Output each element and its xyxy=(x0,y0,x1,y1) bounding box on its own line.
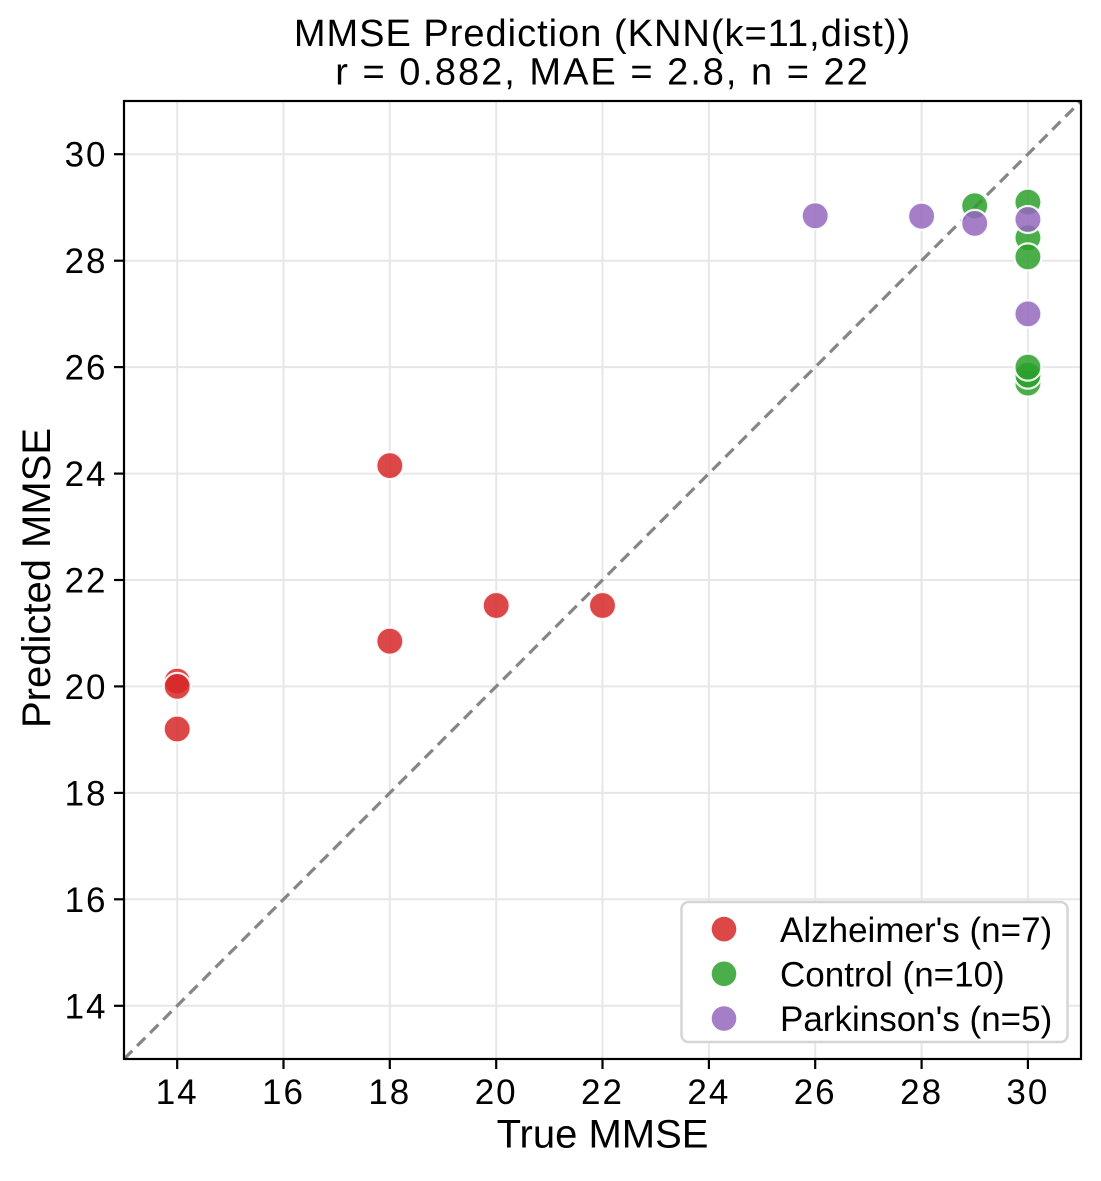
svg-text:r = 0.882, MAE = 2.8, n = 22: r = 0.882, MAE = 2.8, n = 22 xyxy=(335,52,869,94)
svg-text:Parkinson's (n=5): Parkinson's (n=5) xyxy=(780,1000,1052,1039)
svg-text:28: 28 xyxy=(65,242,108,281)
svg-text:20: 20 xyxy=(65,668,108,707)
svg-text:16: 16 xyxy=(65,881,108,920)
svg-text:True MMSE: True MMSE xyxy=(497,1113,709,1157)
svg-text:26: 26 xyxy=(65,349,108,388)
svg-text:MMSE Prediction (KNN(k=11,dist: MMSE Prediction (KNN(k=11,dist)) xyxy=(294,13,911,55)
svg-text:14: 14 xyxy=(156,1073,199,1112)
svg-text:30: 30 xyxy=(1006,1073,1049,1112)
svg-text:30: 30 xyxy=(65,136,108,175)
svg-text:16: 16 xyxy=(262,1073,305,1112)
svg-text:24: 24 xyxy=(65,455,108,494)
svg-text:Predicted MMSE: Predicted MMSE xyxy=(15,428,59,728)
svg-text:18: 18 xyxy=(368,1073,411,1112)
svg-text:26: 26 xyxy=(794,1073,837,1112)
svg-text:14: 14 xyxy=(65,987,108,1026)
svg-text:24: 24 xyxy=(687,1073,730,1112)
svg-text:22: 22 xyxy=(581,1073,624,1112)
svg-text:28: 28 xyxy=(900,1073,943,1112)
svg-text:Control (n=10): Control (n=10) xyxy=(780,956,1005,995)
svg-text:18: 18 xyxy=(65,774,108,813)
svg-text:22: 22 xyxy=(65,562,108,601)
svg-text:Alzheimer's (n=7): Alzheimer's (n=7) xyxy=(780,911,1052,950)
svg-text:20: 20 xyxy=(475,1073,518,1112)
